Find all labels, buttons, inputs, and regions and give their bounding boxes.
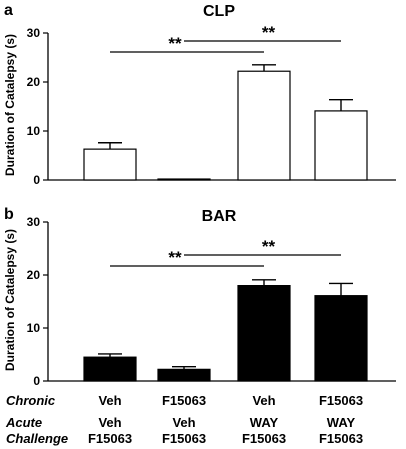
chart-b-bar	[83, 356, 137, 382]
chart-b-bar	[237, 285, 291, 382]
chronic-cell: F15063	[319, 393, 363, 408]
chart-a-tick-label: 10	[27, 124, 41, 138]
chart-a-tick-label: 20	[27, 75, 41, 89]
chronic-row-label: Chronic	[6, 393, 56, 408]
acute-row-label-line2: Challenge	[6, 431, 68, 446]
chart-b-tick-label: 0	[33, 374, 40, 388]
acute-cell-line1: WAY	[327, 415, 356, 430]
chronic-cell: Veh	[98, 393, 121, 408]
chart-b-tick-label: 30	[27, 215, 41, 229]
chart-a-title: CLP	[203, 3, 235, 20]
chart-b-tick-label: 20	[27, 268, 41, 282]
panel-a-letter: a	[4, 2, 13, 19]
acute-cell-line2: F15063	[242, 431, 286, 446]
chart-a-tick-label: 0	[33, 173, 40, 187]
acute-cell-line2: F15063	[88, 431, 132, 446]
acute-cell-line2: F15063	[162, 431, 206, 446]
chart-a-bar	[237, 70, 291, 181]
chronic-cell: Veh	[252, 393, 275, 408]
chart-a-significance-stars: **	[168, 34, 182, 53]
treatment-table: Chronic Acute Challenge VehVehF15063F150…	[5, 393, 363, 446]
chart-a-ylabel: Duration of Catalepsy (s)	[3, 34, 17, 176]
chart-b-plot: 0 10 20 30 ** **	[27, 215, 396, 388]
chart-b-bar	[157, 368, 211, 382]
chart-a-bar	[157, 178, 211, 181]
chart-a-significance-stars: **	[262, 23, 276, 42]
chart-b-bar	[314, 295, 368, 382]
panel-b-letter: b	[4, 206, 14, 223]
acute-cell-line1: WAY	[250, 415, 279, 430]
chart-b-title: BAR	[202, 208, 237, 225]
chart-b-ylabel: Duration of Catalepsy (s)	[3, 229, 17, 371]
chart-a-plot: 0 10 20 30 ** **	[27, 23, 396, 187]
chronic-cell: F15063	[162, 393, 206, 408]
acute-cell-line1: Veh	[172, 415, 195, 430]
chart-a-bar	[314, 110, 368, 181]
table-cells: VehVehF15063F15063VehF15063VehWAYF15063F…	[88, 393, 363, 446]
acute-row-label-line1: Acute	[5, 415, 42, 430]
chart-b-tick-label: 10	[27, 321, 41, 335]
chart-b-significance-stars: **	[168, 248, 182, 267]
panel-a: a CLP Duration of Catalepsy (s) 0 10 20 30 *…	[3, 2, 396, 187]
acute-cell-line2: F15063	[319, 431, 363, 446]
chart-a-bar	[83, 148, 137, 181]
panel-b: b BAR Duration of Catalepsy (s) 0 10 20 30 *…	[3, 206, 396, 388]
chart-b-significance-stars: **	[262, 237, 276, 256]
chart-a-tick-label: 30	[27, 26, 41, 40]
acute-cell-line1: Veh	[98, 415, 121, 430]
